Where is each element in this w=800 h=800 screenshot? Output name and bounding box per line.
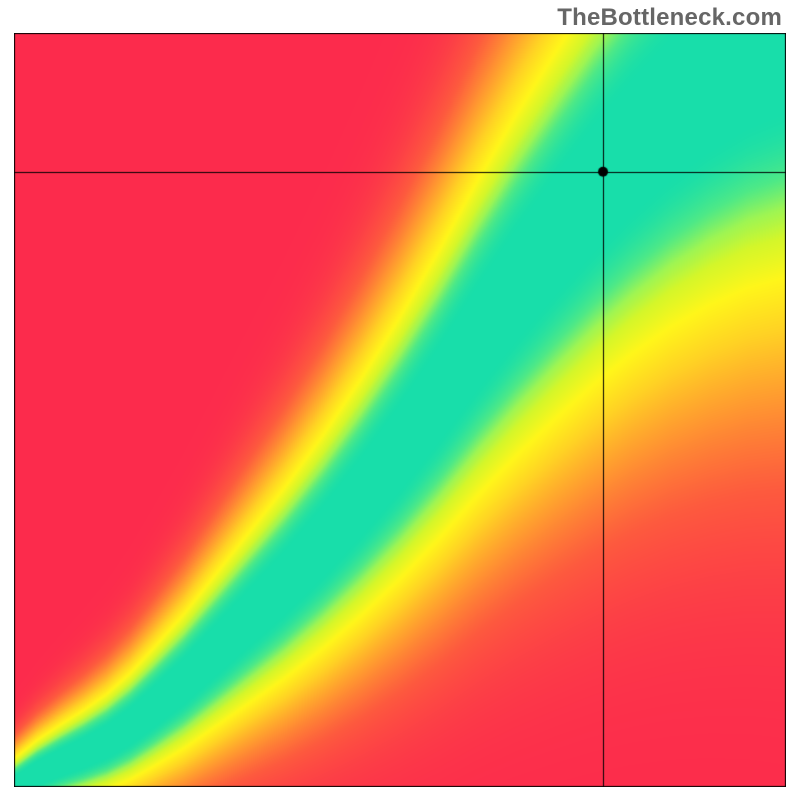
watermark-text: TheBottleneck.com xyxy=(557,4,782,32)
bottleneck-heatmap xyxy=(14,33,786,787)
chart-container: TheBottleneck.com xyxy=(0,0,800,800)
